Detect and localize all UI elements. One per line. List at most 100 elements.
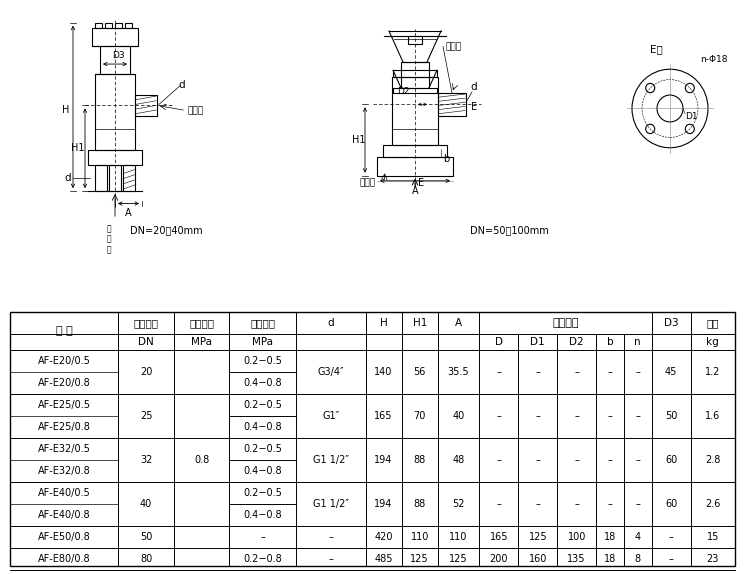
Text: AF-E50/0.8: AF-E50/0.8	[38, 532, 91, 542]
Text: 56: 56	[413, 367, 426, 377]
Text: 52: 52	[452, 499, 465, 509]
Text: 回油口: 回油口	[187, 106, 203, 115]
Text: 0.8: 0.8	[194, 455, 209, 465]
Text: 0.4−0.8: 0.4−0.8	[244, 466, 282, 476]
Text: –: –	[329, 532, 333, 542]
Text: 45: 45	[665, 367, 677, 377]
Text: d: d	[179, 80, 186, 90]
Bar	[393, 88, 437, 93]
Text: 进油口: 进油口	[360, 179, 376, 187]
Text: A: A	[125, 208, 132, 218]
Text: 420: 420	[374, 532, 393, 542]
Text: G3/4″: G3/4″	[317, 367, 344, 377]
Bar	[105, 23, 112, 28]
Bar	[123, 165, 135, 191]
Text: 4: 4	[635, 532, 641, 542]
Text: 50: 50	[140, 532, 152, 542]
Text: 110: 110	[449, 532, 468, 542]
Text: 0.2−0.5: 0.2−0.5	[244, 444, 282, 454]
Text: –: –	[669, 554, 673, 564]
Text: d: d	[328, 318, 335, 328]
Bar	[125, 23, 132, 28]
Text: 160: 160	[529, 554, 547, 564]
Text: –: –	[574, 367, 579, 377]
Text: 工作压力: 工作压力	[250, 318, 276, 328]
Text: n: n	[635, 337, 641, 347]
Text: 70: 70	[413, 411, 426, 421]
Text: 88: 88	[413, 499, 426, 509]
Text: 20: 20	[140, 367, 152, 377]
Text: –: –	[574, 411, 579, 421]
Text: 2.8: 2.8	[705, 455, 720, 465]
Text: MPa: MPa	[191, 337, 212, 347]
Text: 485: 485	[374, 554, 393, 564]
Text: 0.2−0.5: 0.2−0.5	[244, 400, 282, 410]
Text: H1: H1	[352, 135, 366, 145]
Text: –: –	[536, 411, 540, 421]
Text: 0.2−0.8: 0.2−0.8	[244, 554, 282, 564]
Text: d: d	[471, 82, 478, 92]
Text: 88: 88	[413, 455, 426, 465]
Bar	[95, 165, 107, 191]
Text: 18: 18	[604, 532, 616, 542]
Text: –: –	[608, 455, 612, 465]
Text: –: –	[496, 499, 501, 509]
Text: –: –	[536, 499, 540, 509]
Bar	[383, 145, 447, 157]
Text: 0.4−0.8: 0.4−0.8	[244, 510, 282, 520]
Text: –: –	[496, 367, 501, 377]
Text: –: –	[608, 499, 612, 509]
Text: –: –	[635, 455, 640, 465]
Text: 1.6: 1.6	[706, 411, 720, 421]
Text: AF-E32/0.5: AF-E32/0.5	[38, 444, 91, 454]
Text: 1.2: 1.2	[705, 367, 720, 377]
Text: H: H	[380, 318, 387, 328]
Bar	[115, 23, 122, 28]
Text: 35.5: 35.5	[448, 367, 469, 377]
Text: E向: E向	[650, 44, 662, 54]
Text: –: –	[574, 455, 579, 465]
Text: A: A	[412, 186, 418, 196]
Text: 194: 194	[375, 499, 393, 509]
Text: AF-E25/0.5: AF-E25/0.5	[38, 400, 91, 410]
Bar	[392, 77, 438, 145]
Text: 40: 40	[452, 411, 465, 421]
Text: b: b	[606, 337, 613, 347]
Text: –: –	[635, 499, 640, 509]
Text: E: E	[471, 102, 477, 111]
Text: b: b	[443, 154, 449, 164]
Text: 165: 165	[374, 411, 393, 421]
Text: DN=50～100mm: DN=50～100mm	[470, 225, 549, 235]
Text: d: d	[65, 173, 72, 183]
Text: 公称压力: 公称压力	[189, 318, 214, 328]
Text: D2: D2	[397, 87, 409, 96]
Bar	[95, 23, 102, 28]
Text: 100: 100	[568, 532, 586, 542]
Text: 型 号: 型 号	[56, 326, 72, 336]
Text: 0.2−0.5: 0.2−0.5	[244, 488, 282, 498]
Text: 50: 50	[665, 411, 677, 421]
Text: DN: DN	[139, 337, 154, 347]
Text: 60: 60	[665, 455, 677, 465]
Text: 口
规
格: 口 规 格	[107, 224, 111, 254]
Text: AF-E20/0.5: AF-E20/0.5	[38, 356, 91, 366]
Text: D1: D1	[530, 337, 545, 347]
Bar	[401, 62, 429, 88]
Text: –: –	[608, 367, 612, 377]
Text: –: –	[329, 554, 333, 564]
Text: –: –	[669, 532, 673, 542]
Text: –: –	[496, 455, 501, 465]
Text: AF-E40/0.5: AF-E40/0.5	[38, 488, 91, 498]
Text: 2.6: 2.6	[705, 499, 720, 509]
Bar	[135, 95, 157, 116]
Text: –: –	[608, 411, 612, 421]
Text: 80: 80	[140, 554, 152, 564]
Bar	[393, 70, 437, 77]
Text: –: –	[635, 367, 640, 377]
Text: n-Φ18: n-Φ18	[700, 55, 728, 64]
Text: H1: H1	[72, 144, 85, 153]
Bar	[109, 165, 121, 191]
Text: G1 1/2″: G1 1/2″	[313, 455, 349, 465]
Text: A: A	[455, 318, 462, 328]
Text: 23: 23	[706, 554, 719, 564]
